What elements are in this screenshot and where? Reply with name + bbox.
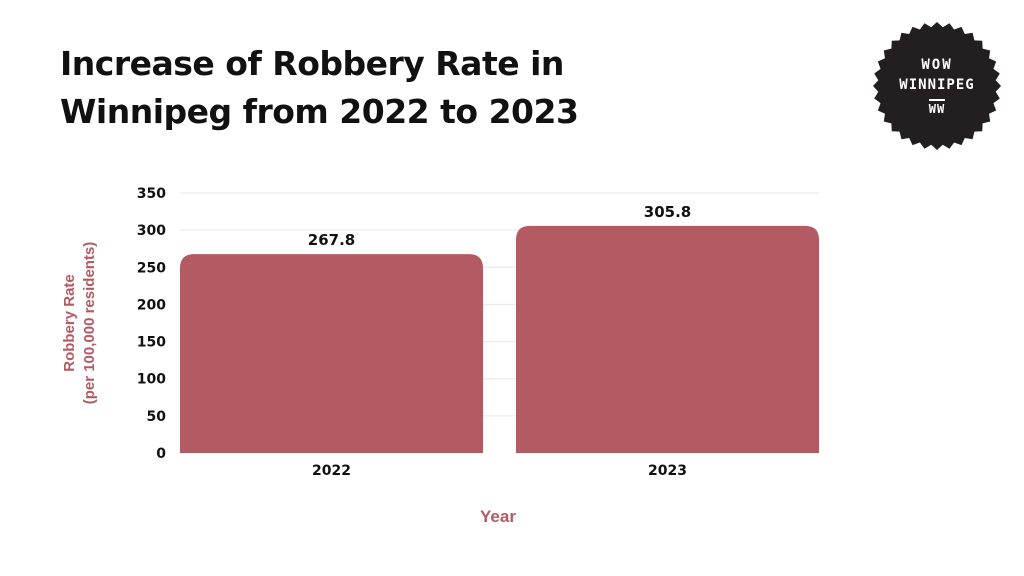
bar-2022 [180,254,483,453]
data-label-2022: 267.8 [308,231,355,249]
y-tick-label: 150 [137,335,166,351]
logo-text-winnipeg: WINNIPEG [899,76,975,93]
chart-title: Increase of Robbery Rate in Winnipeg fro… [60,40,579,136]
y-axis-title-line-2: (per 100,000 residents) [81,241,98,405]
x-tick-label-2023: 2023 [648,463,687,479]
y-tick-label: 250 [137,260,166,276]
data-label-2023: 305.8 [644,203,691,221]
y-tick-label: 350 [137,186,166,202]
logo-text-ww: WW [928,98,946,116]
y-tick-label: 300 [137,223,166,239]
bar-2023 [516,225,819,453]
y-tick-label: 50 [147,409,167,425]
title-line-2: Winnipeg from 2022 to 2023 [60,92,579,131]
logo-text-wow: WOW [921,56,953,73]
y-tick-label: 100 [137,372,166,388]
wow-winnipeg-logo: WOW WINNIPEG WW [873,22,1001,150]
x-axis-title: Year [480,507,516,526]
y-tick-label: 200 [137,297,166,313]
title-line-1: Increase of Robbery Rate in [60,44,564,83]
y-axis-title-line-1: Robbery Rate [61,274,78,372]
x-tick-label-2022: 2022 [312,463,351,479]
logo-badge-shape [873,22,1001,150]
y-axis-title: Robbery Rate (per 100,000 residents) [60,242,100,405]
y-tick-label: 0 [156,446,166,462]
